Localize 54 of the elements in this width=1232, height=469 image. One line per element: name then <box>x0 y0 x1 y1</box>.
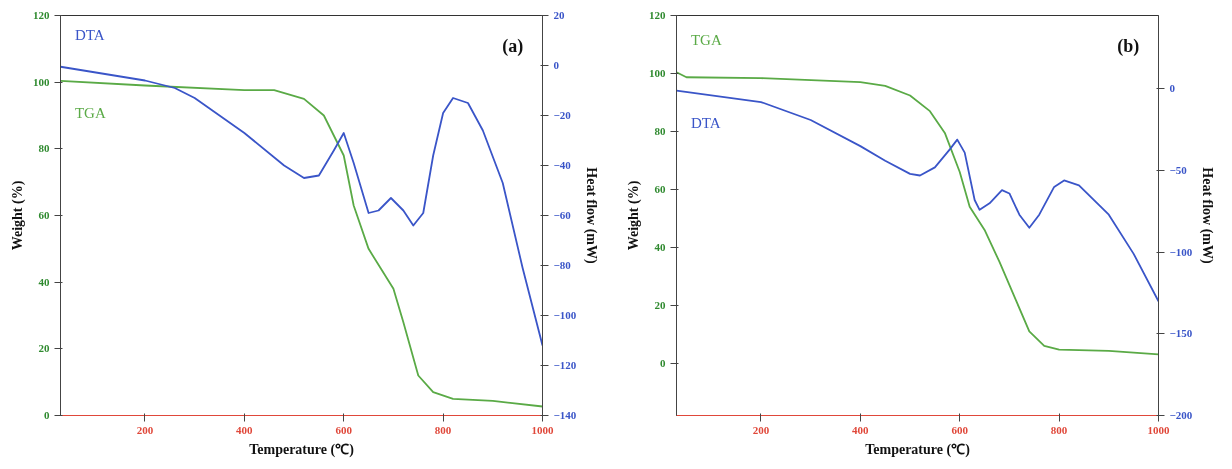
x-tick-label: 1000 <box>531 423 554 436</box>
y2-tick-label: 20 <box>553 9 565 21</box>
y2-axis-title: Heat flow (mW) <box>583 167 600 265</box>
line-series <box>60 65 543 347</box>
y-tick-label: 100 <box>33 75 50 88</box>
y-tick-label: 60 <box>654 182 666 195</box>
line-series <box>676 89 1159 303</box>
y-tick-label: 60 <box>38 209 50 221</box>
x-axis-title: Temperature (℃) <box>865 441 971 458</box>
annotation: (b) <box>1117 35 1140 57</box>
y-tick-label: 20 <box>654 298 666 311</box>
y2-tick-label: −50 <box>1169 164 1188 177</box>
y2-tick-label: −200 <box>1169 409 1193 421</box>
x-tick-label: 400 <box>236 423 254 436</box>
x-tick-label: 800 <box>1050 423 1068 436</box>
series-label: TGA <box>74 104 106 121</box>
x-tick-label: 400 <box>852 423 870 436</box>
y2-tick-label: −140 <box>553 409 577 421</box>
x-tick-label: 600 <box>951 423 969 436</box>
y-tick-label: 120 <box>33 9 50 21</box>
series-label: DTA <box>690 114 721 131</box>
y2-tick-label: −40 <box>553 159 572 171</box>
y-tick-label: 40 <box>654 240 666 253</box>
y2-tick-label: −150 <box>1169 327 1193 340</box>
y-axis-title: Weight (%) <box>10 180 26 251</box>
line-series <box>676 71 1159 356</box>
y-axis-title: Weight (%) <box>626 180 642 251</box>
series-label: TGA <box>690 32 722 49</box>
line-series <box>60 79 543 408</box>
y2-tick-label: −100 <box>1169 245 1193 258</box>
y-tick-label: 80 <box>654 124 666 137</box>
x-tick-label: 200 <box>752 423 770 436</box>
y2-tick-label: −20 <box>553 109 572 121</box>
y-tick-label: 100 <box>649 66 666 79</box>
y2-tick-label: −60 <box>553 209 572 221</box>
y2-tick-label: 0 <box>553 59 560 71</box>
y-tick-label: 40 <box>38 275 50 288</box>
y-tick-label: 80 <box>38 142 50 155</box>
y-tick-label: 120 <box>649 9 666 21</box>
annotation: (a) <box>502 35 524 57</box>
y-tick-label: 0 <box>44 409 50 421</box>
y2-axis-title: Heat flow (mW) <box>1199 167 1216 265</box>
x-tick-label: 200 <box>136 423 154 436</box>
y2-tick-label: −100 <box>553 309 577 321</box>
y-tick-label: 20 <box>38 342 50 355</box>
x-tick-label: 800 <box>434 423 452 436</box>
series-label: DTA <box>74 26 105 43</box>
x-axis-title: Temperature (℃) <box>249 441 355 458</box>
x-tick-label: 1000 <box>1147 423 1170 436</box>
y2-tick-label: −80 <box>553 259 572 271</box>
y-tick-label: 0 <box>660 356 666 369</box>
x-tick-label: 600 <box>335 423 353 436</box>
y2-tick-label: 0 <box>1169 82 1176 95</box>
y2-tick-label: −120 <box>553 359 577 371</box>
